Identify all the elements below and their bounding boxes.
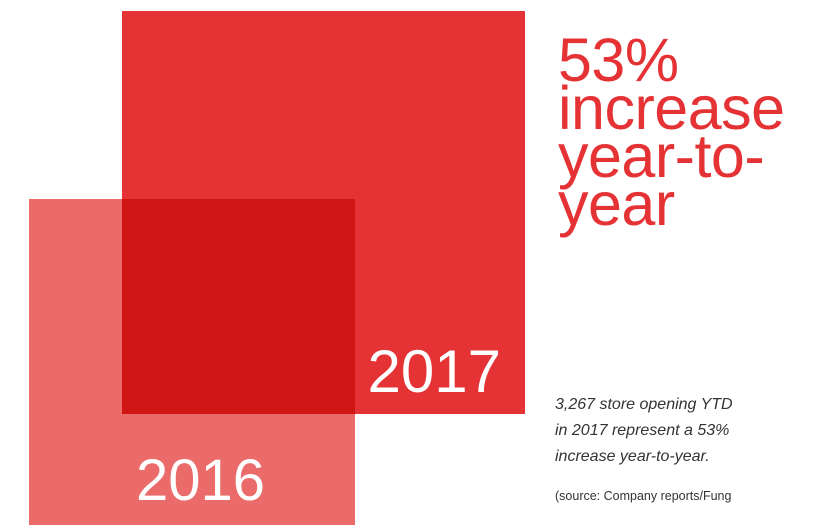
headline-line-2: increase	[558, 74, 785, 142]
caption-line-3: increase year-to-year.	[555, 448, 710, 465]
source-note: (source: Company reports/Fung	[555, 489, 732, 503]
caption-line-1: 3,267 store opening YTD	[555, 396, 733, 413]
caption-line-2: in 2017 represent a 53%	[555, 422, 730, 439]
year-label-2017: 2017	[367, 338, 501, 405]
headline-line-1: 53%	[558, 26, 679, 94]
year-label-2016: 2016	[136, 448, 266, 513]
overlap-area	[122, 199, 355, 414]
headline: 53% increase year-to- year	[558, 26, 818, 238]
headline-line-4: year	[558, 170, 675, 238]
caption: 3,267 store opening YTD in 2017 represen…	[555, 392, 825, 470]
headline-line-3: year-to-	[558, 122, 765, 190]
